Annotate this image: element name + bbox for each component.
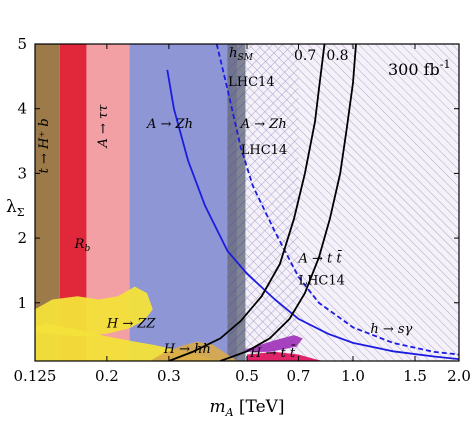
annotation-label: LHC14 — [241, 143, 287, 158]
y-tick-label: 1 — [17, 294, 27, 312]
x-tick-label: 1.5 — [403, 367, 427, 385]
bsgamma-dashed-line — [215, 44, 459, 356]
contour-label: 0.8 — [326, 48, 348, 64]
x-tick-label: 0.2 — [95, 367, 119, 385]
contour-0-8-line — [219, 44, 357, 361]
y-tick-label: 2 — [17, 229, 27, 247]
x-axis-label: mA [TeV] — [209, 397, 284, 419]
x-tick-label: 2.0 — [447, 367, 471, 385]
contour-label: 0.7 — [294, 48, 316, 64]
annotation-label: H → ZZ — [106, 316, 157, 331]
annotation-label: A → Zh — [240, 117, 287, 132]
region-hzz-upper — [35, 286, 153, 337]
annotation-label: LHC14 — [228, 75, 274, 90]
annotation-label: H → t t̄ — [249, 344, 296, 361]
y-axis-label: λΣ — [6, 197, 25, 219]
annotation-label: Rb — [74, 237, 91, 254]
y-tick-label: 4 — [17, 100, 27, 118]
region-att-purple — [245, 335, 303, 352]
x-tick-label: 0.125 — [14, 367, 57, 385]
x-tick-label: 0.5 — [235, 367, 259, 385]
y-tick-label: 5 — [17, 35, 27, 53]
x-tick-label: 1.0 — [341, 367, 365, 385]
y-tick-label: 3 — [17, 164, 27, 182]
region-htt — [247, 351, 323, 361]
contour-0-7-line — [168, 44, 326, 361]
annotation-label: t → H⁺ b — [37, 118, 52, 173]
annotation-label: hSM — [229, 46, 254, 63]
region-att-lhc14-hatch — [245, 44, 459, 361]
annotation-label: A → ττ — [96, 104, 111, 149]
annotation-label: H → hh — [163, 342, 211, 357]
x-tick-label: 0.7 — [287, 367, 311, 385]
x-tick-label: 0.3 — [157, 367, 181, 385]
luminosity-label: 300 fb-1 — [388, 58, 451, 79]
annotation-label: A → t t̄ — [297, 250, 342, 267]
annotation-label: h → sγ — [370, 322, 412, 337]
plot-area: t → H⁺ b A → ττ Rb A → Zh hSM LHC14 A → Zh LHC1… — [35, 44, 459, 361]
bsgamma-solid-line — [166, 69, 459, 360]
annotation-label: A → Zh — [146, 117, 193, 132]
annotation-label: LHC14 — [298, 274, 344, 289]
